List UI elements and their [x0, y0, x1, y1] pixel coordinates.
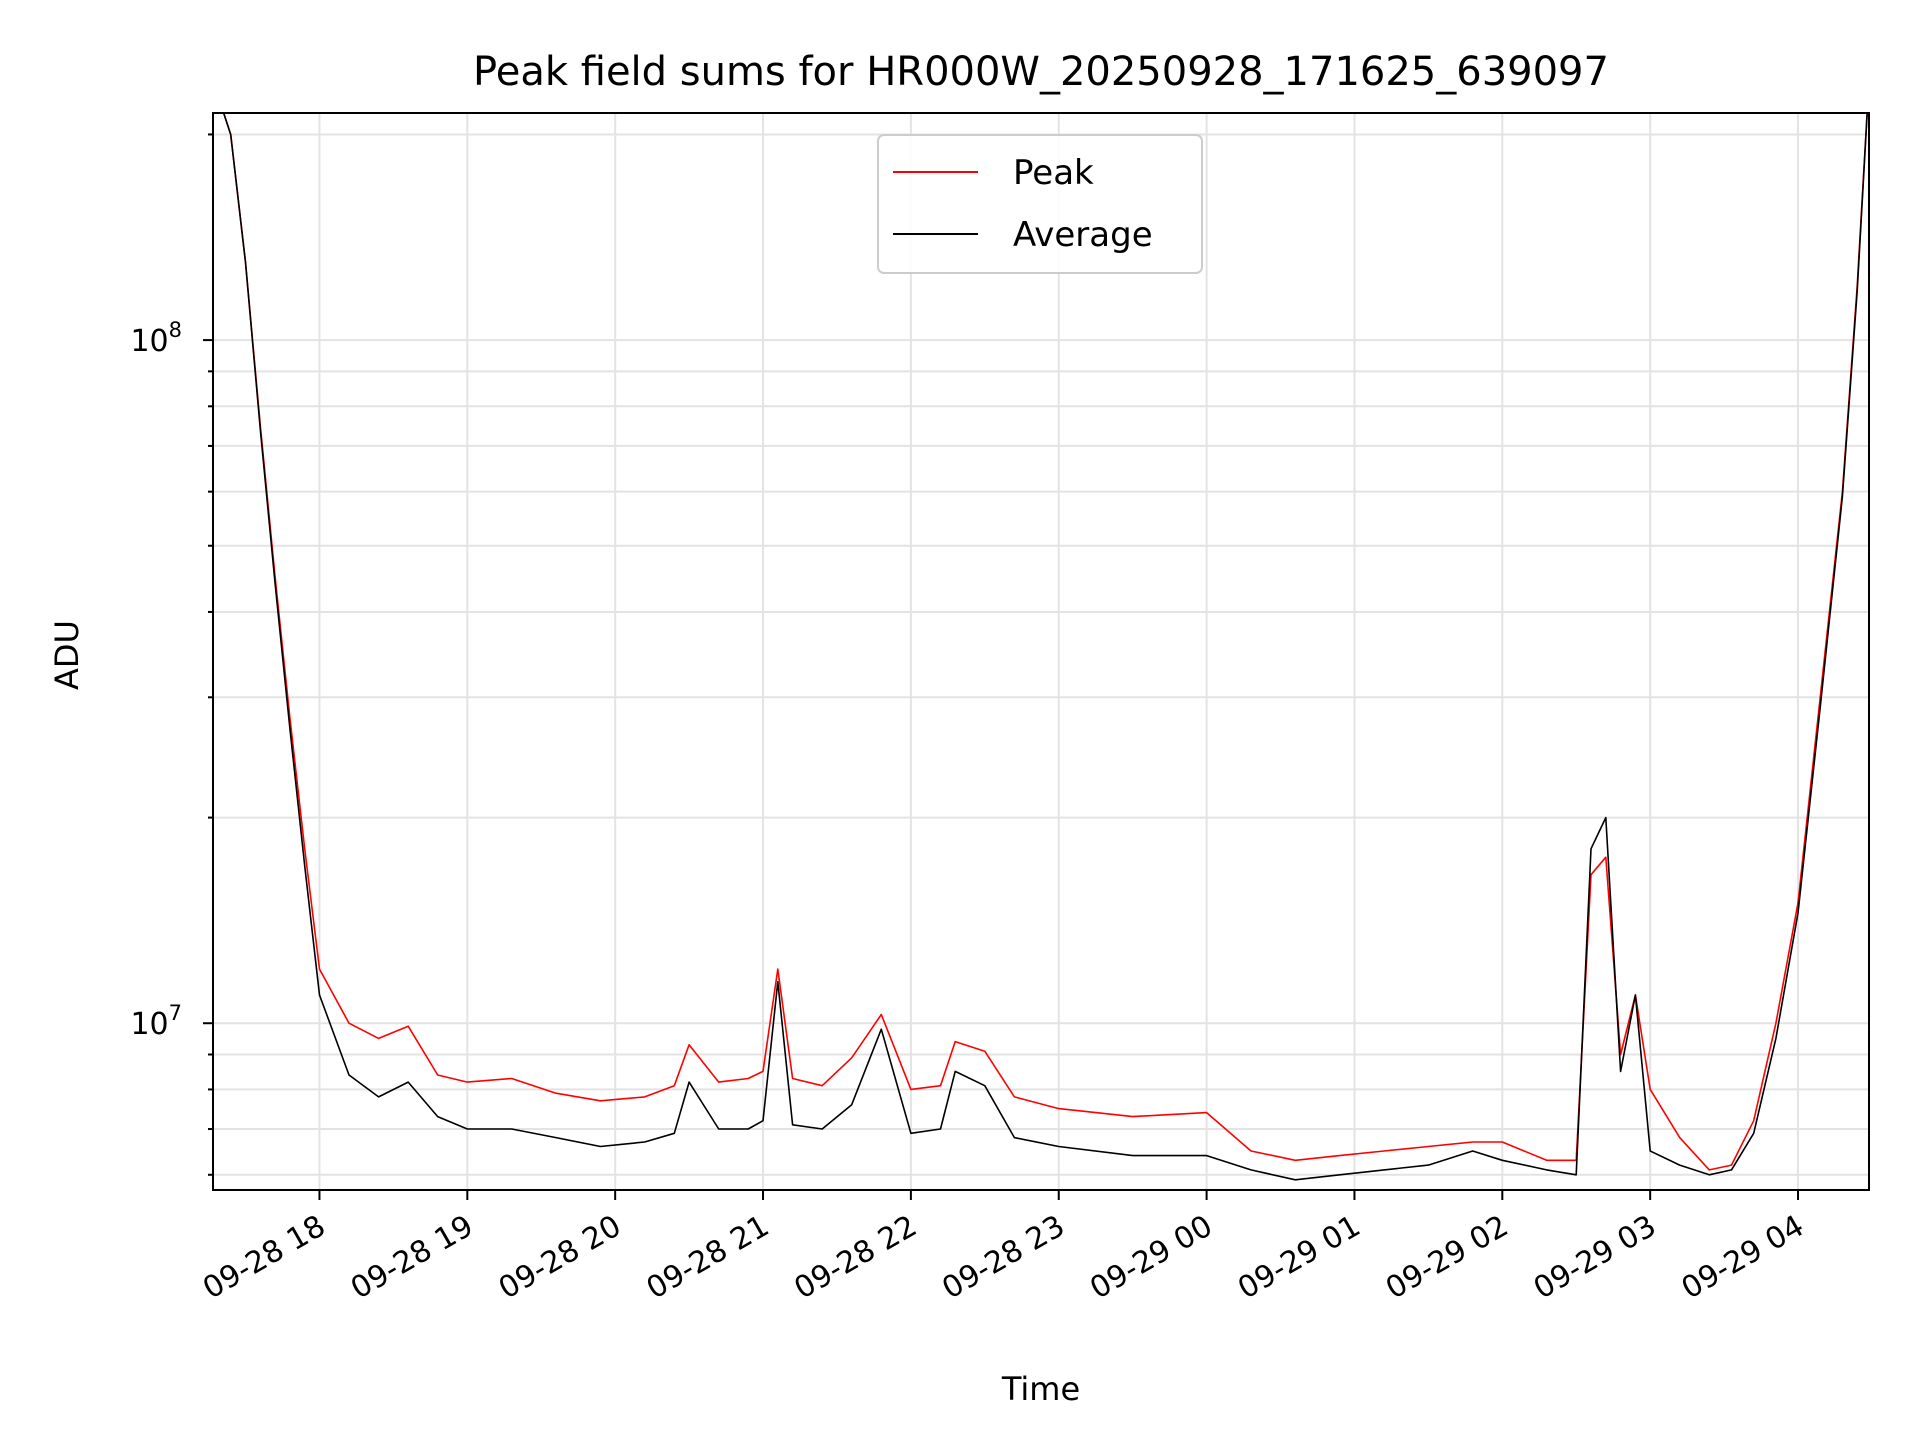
chart-title: Peak field sums for HR000W_20250928_1716…	[473, 49, 1609, 95]
y-axis-label: ADU	[48, 620, 86, 690]
y-tick-exponent: 8	[169, 318, 182, 342]
x-axis-label: Time	[1001, 1370, 1080, 1408]
y-tick-mantissa: 10	[130, 324, 168, 359]
grid	[213, 113, 1869, 1190]
y-tick-label: 108	[130, 318, 182, 359]
plot-frame	[212, 112, 1870, 1191]
series-line-average	[222, 113, 1868, 1181]
y-tick-mantissa: 10	[130, 1007, 168, 1042]
legend-label-average: Average	[1013, 215, 1153, 255]
legend-label-peak: Peak	[1013, 153, 1094, 193]
legend: Peak Average	[877, 134, 1203, 274]
y-tick-exponent: 7	[169, 1001, 182, 1025]
series-layer	[222, 113, 1868, 1181]
y-tick-label: 107	[130, 1001, 182, 1042]
series-line-peak	[222, 113, 1868, 1171]
legend-box	[877, 134, 1203, 274]
